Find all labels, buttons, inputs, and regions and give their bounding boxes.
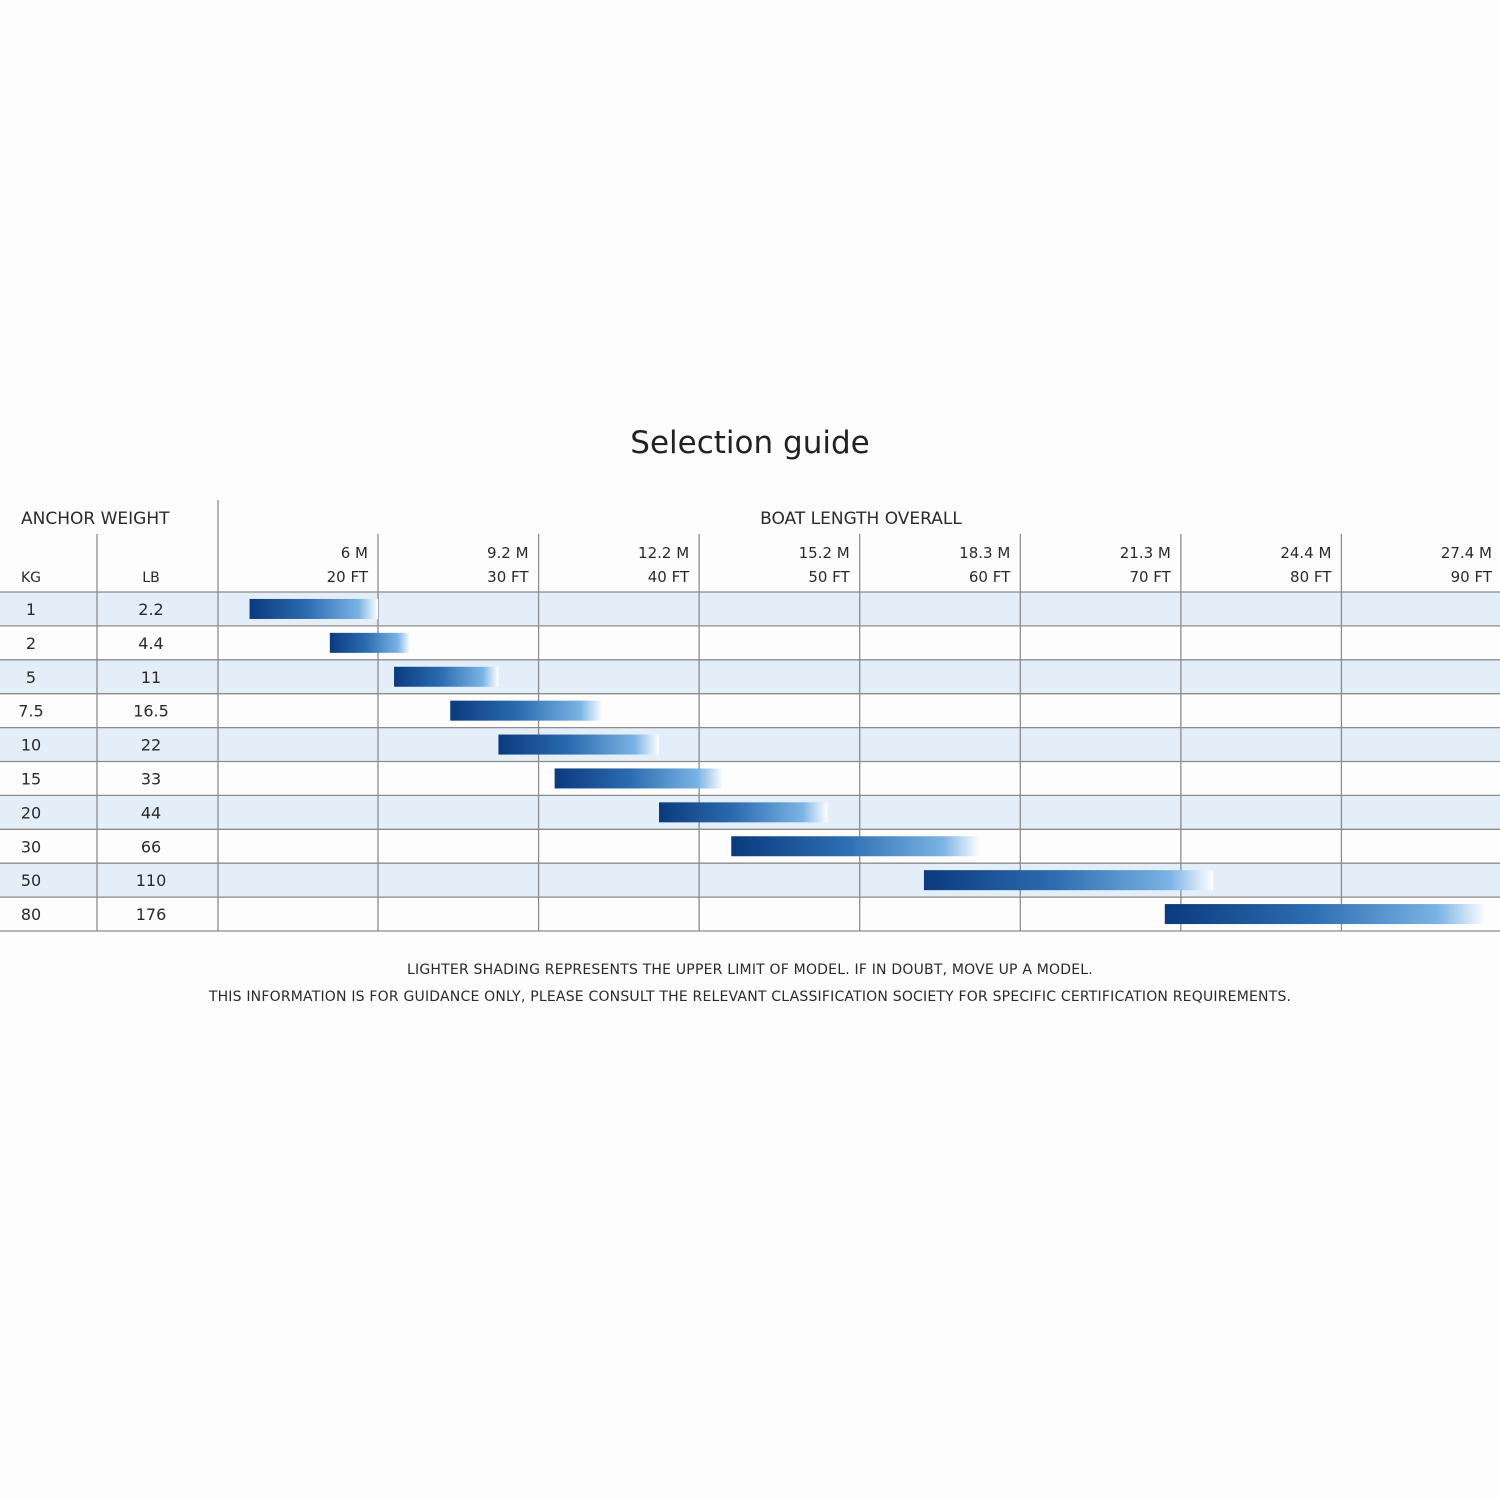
x-tick-feet: 70 FT [1129, 568, 1171, 586]
x-tick-meters: 9.2 M [487, 544, 529, 562]
row-shade [0, 659, 1500, 694]
footnotes: LIGHTER SHADING REPRESENTS THE UPPER LIM… [0, 957, 1500, 1011]
lb-value: 33 [141, 769, 161, 788]
bars [249, 598, 1486, 925]
lb-value: 66 [141, 837, 161, 856]
lb-value: 16.5 [133, 702, 169, 721]
lb-value: 22 [141, 736, 161, 755]
note-guidance: THIS INFORMATION IS FOR GUIDANCE ONLY, P… [208, 989, 1292, 1005]
x-tick-feet: 60 FT [969, 568, 1011, 586]
x-tick-feet: 40 FT [648, 568, 690, 586]
x-tick-meters: 21.3 M [1120, 544, 1171, 562]
page-title: Selection guide [630, 425, 870, 461]
x-tick-feet: 20 FT [327, 568, 369, 586]
note-shading: LIGHTER SHADING REPRESENTS THE UPPER LIM… [407, 962, 1093, 978]
range-bar [498, 734, 659, 755]
kg-value: 50 [21, 871, 41, 890]
range-bar [554, 768, 724, 789]
lb-value: 4.4 [138, 634, 163, 653]
x-tick-meters: 24.4 M [1280, 544, 1331, 562]
kg-value: 1 [26, 600, 36, 619]
x-tick-feet: 30 FT [487, 568, 529, 586]
row-shade [0, 592, 1500, 626]
x-tick-meters: 18.3 M [959, 544, 1010, 562]
kg-value: 20 [21, 803, 41, 822]
range-bar [923, 870, 1213, 891]
row-shade [0, 863, 1500, 898]
lb-value: 44 [141, 803, 161, 822]
x-tick-meters: 12.2 M [638, 544, 689, 562]
range-bar [329, 632, 411, 653]
weight-cells: 1 2.2 2 4.4 5 11 7.5 16.5 10 22 15 33 20 44 30 66 50 110 8… [18, 600, 169, 924]
row-shade [0, 727, 1500, 762]
x-tick-meters: 15.2 M [799, 544, 850, 562]
x-tick-feet: 90 FT [1451, 568, 1493, 586]
range-bar [659, 802, 828, 823]
range-bar [450, 700, 603, 721]
anchor-weight-header: ANCHOR WEIGHT [21, 509, 170, 529]
kg-column-header: KG [21, 570, 41, 586]
kg-value: 2 [26, 634, 36, 653]
kg-value: 30 [21, 837, 41, 856]
lb-value: 11 [141, 668, 161, 687]
kg-value: 80 [21, 905, 41, 924]
lb-value: 110 [136, 871, 167, 890]
x-tick-feet: 80 FT [1290, 568, 1332, 586]
x-tick-meters: 6 M [341, 544, 368, 562]
kg-value: 10 [21, 736, 41, 755]
lb-value: 2.2 [138, 600, 163, 619]
kg-value: 15 [21, 769, 41, 788]
boat-length-header: BOAT LENGTH OVERALL [760, 509, 962, 529]
range-bar [394, 666, 499, 687]
x-tick-labels: 6 M 20 FT 9.2 M 30 FT 12.2 M 40 FT 15.2 M 50 FT… [327, 544, 1493, 586]
x-tick-feet: 50 FT [808, 568, 850, 586]
range-bar [249, 598, 378, 619]
lb-column-header: LB [142, 570, 159, 586]
range-bar [1164, 904, 1486, 925]
range-bar [731, 836, 981, 857]
kg-value: 5 [26, 668, 36, 687]
x-tick-meters: 27.4 M [1441, 544, 1492, 562]
grid-lines [0, 500, 1500, 932]
lb-value: 176 [136, 905, 167, 924]
kg-value: 7.5 [18, 702, 43, 721]
